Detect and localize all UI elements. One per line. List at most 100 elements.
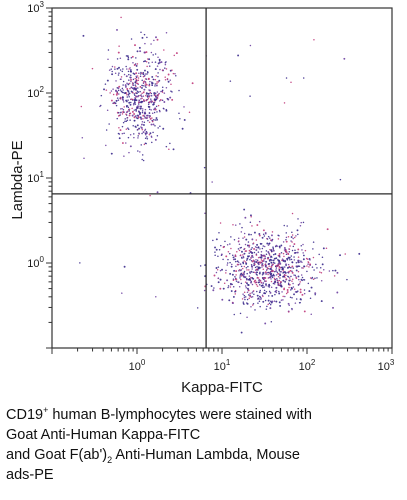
scatter-point xyxy=(241,250,243,253)
scatter-point xyxy=(282,241,285,243)
scatter-point xyxy=(140,100,142,103)
scatter-point xyxy=(145,142,147,145)
scatter-point xyxy=(141,132,143,135)
scatter-point xyxy=(116,28,118,31)
scatter-point xyxy=(214,254,216,256)
scatter-point xyxy=(249,292,251,295)
scatter-point xyxy=(254,281,257,284)
scatter-point xyxy=(246,259,248,261)
scatter-point xyxy=(299,291,302,294)
scatter-point xyxy=(260,250,263,253)
scatter-point xyxy=(118,93,120,95)
scatter-point xyxy=(143,33,146,36)
scatter-point xyxy=(295,291,298,293)
scatter-point xyxy=(159,125,161,128)
scatter-point xyxy=(149,114,151,117)
scatter-point xyxy=(285,264,287,267)
scatter-point xyxy=(228,252,231,255)
scatter-point xyxy=(119,89,122,91)
scatter-point xyxy=(148,116,151,118)
scatter-point xyxy=(279,267,281,269)
scatter-point xyxy=(170,83,172,85)
scatter-point xyxy=(254,266,257,269)
scatter-point xyxy=(147,71,149,74)
scatter-point xyxy=(262,286,264,289)
scatter-point xyxy=(282,295,284,298)
scatter-point xyxy=(258,233,261,235)
scatter-point xyxy=(171,98,174,101)
scatter-point xyxy=(299,288,302,291)
scatter-point xyxy=(285,240,288,243)
scatter-point xyxy=(267,271,270,274)
scatter-point xyxy=(287,283,290,286)
scatter-point xyxy=(226,279,229,282)
scatter-point xyxy=(252,277,255,280)
scatter-point xyxy=(251,246,253,249)
scatter-point xyxy=(82,34,85,37)
scatter-point xyxy=(285,232,288,234)
scatter-point xyxy=(270,249,273,251)
scatter-point xyxy=(83,157,85,160)
scatter-point xyxy=(146,65,148,68)
scatter-point xyxy=(270,239,273,242)
scatter-point xyxy=(145,94,147,97)
scatter-point xyxy=(270,286,273,288)
scatter-point xyxy=(114,102,117,105)
scatter-point xyxy=(167,80,170,83)
scatter-point xyxy=(288,265,291,268)
scatter-point xyxy=(164,76,166,78)
scatter-point xyxy=(255,249,258,251)
scatter-point xyxy=(261,273,264,276)
scatter-point xyxy=(136,82,138,84)
scatter-point xyxy=(293,256,295,258)
scatter-point xyxy=(272,246,274,248)
scatter-point xyxy=(106,109,109,111)
scatter-point xyxy=(260,281,262,284)
scatter-point xyxy=(278,235,280,237)
scatter-point xyxy=(275,274,278,276)
scatter-point xyxy=(131,107,133,110)
scatter-point xyxy=(154,138,157,141)
scatter-point xyxy=(127,93,130,96)
scatter-point xyxy=(148,121,151,123)
scatter-point xyxy=(222,287,225,290)
scatter-point xyxy=(145,117,148,120)
scatter-point xyxy=(219,278,222,281)
scatter-point xyxy=(263,292,266,295)
scatter-point xyxy=(143,121,146,123)
scatter-point xyxy=(270,234,273,237)
scatter-point xyxy=(155,84,158,87)
scatter-point xyxy=(133,113,136,115)
scatter-point xyxy=(155,296,157,298)
scatter-point xyxy=(137,87,139,89)
scatter-point xyxy=(115,80,117,82)
scatter-point xyxy=(134,82,137,84)
scatter-point xyxy=(303,265,306,268)
scatter-point xyxy=(130,86,133,89)
scatter-point xyxy=(243,272,245,274)
scatter-point xyxy=(155,98,158,101)
scatter-point xyxy=(150,100,153,103)
scatter-point xyxy=(138,127,141,130)
scatter-point xyxy=(165,31,168,34)
scatter-point xyxy=(297,259,300,262)
scatter-point xyxy=(268,286,270,288)
scatter-point xyxy=(275,257,278,260)
scatter-point xyxy=(256,224,259,227)
scatter-point xyxy=(269,248,271,251)
scatter-point xyxy=(130,69,132,71)
scatter-point xyxy=(304,249,307,252)
scatter-point xyxy=(241,226,243,229)
scatter-point xyxy=(230,236,232,238)
scatter-point xyxy=(283,271,286,273)
scatter-point xyxy=(134,44,136,47)
scatter-point xyxy=(141,79,143,82)
scatter-point xyxy=(233,313,236,316)
scatter-point xyxy=(271,276,274,279)
scatter-point xyxy=(333,275,336,277)
scatter-point xyxy=(139,50,142,53)
scatter-point xyxy=(204,212,206,215)
y-axis-label: Lambda-PE xyxy=(9,140,26,219)
caption-cd19-superscript: + xyxy=(43,405,49,416)
scatter-point xyxy=(135,72,138,75)
